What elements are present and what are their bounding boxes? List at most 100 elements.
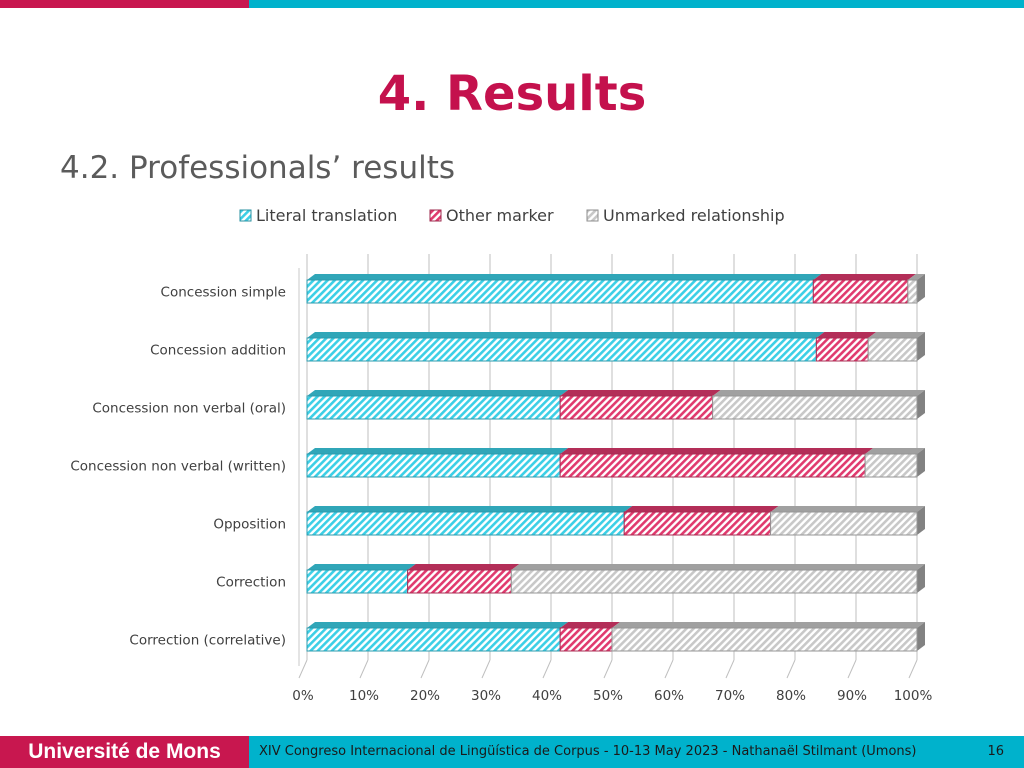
legend-swatch <box>586 209 599 222</box>
bar-segment <box>815 332 877 362</box>
bar-front-face <box>306 279 814 304</box>
bar-front-face <box>510 569 918 594</box>
bar-front-face <box>306 627 561 652</box>
bar-segment <box>864 448 925 478</box>
gridline-floor <box>603 659 613 679</box>
gridline-floor <box>359 659 369 679</box>
category-label: Concession non verbal (oral) <box>92 401 286 417</box>
bar-front-face <box>407 569 512 594</box>
bar-side-face <box>917 390 925 419</box>
bar-side-face <box>917 448 925 477</box>
chart-category-labels: Concession simple Concession addition Conc… <box>70 285 286 649</box>
bar-front-face <box>712 395 918 420</box>
bar-side-face <box>917 564 925 593</box>
x-tick-label: 60% <box>654 688 684 704</box>
x-tick-label: 0% <box>292 688 314 704</box>
gridline-floor <box>725 659 735 679</box>
legend-label: Other marker <box>446 206 554 225</box>
bar-top-face <box>770 506 925 512</box>
chart-legend: Literal translation Other marker Unmarked … <box>239 206 785 225</box>
bar-segment <box>306 274 822 304</box>
legend-item: Unmarked relationship <box>586 206 785 225</box>
stacked-bar-chart: Literal translation Other marker Unmarked … <box>70 206 932 704</box>
bar-top-face <box>560 622 620 628</box>
bar-top-face <box>307 448 569 454</box>
bar-top-face <box>612 622 925 628</box>
bar-segment <box>306 390 569 420</box>
x-tick-label: 80% <box>776 688 806 704</box>
bar-front-face <box>559 627 613 652</box>
category-label: Opposition <box>213 517 286 533</box>
gridline-floor <box>542 659 552 679</box>
gridline-floor <box>481 659 491 679</box>
bar-front-face <box>306 395 561 420</box>
bar-front-face <box>306 453 561 478</box>
bar-side-face <box>917 274 925 303</box>
gridline-floor <box>298 659 308 679</box>
bar-front-face <box>812 279 909 304</box>
category-label: Concession simple <box>161 285 286 301</box>
bar-front-face <box>559 453 866 478</box>
gridline-floor <box>908 659 918 679</box>
bar-top-face <box>865 448 925 454</box>
page-subtitle: 4.2. Professionals’ results <box>60 150 456 186</box>
category-label: Correction (correlative) <box>129 633 286 649</box>
x-tick-label: 70% <box>715 688 745 704</box>
bar-front-face <box>306 511 625 536</box>
x-tick-label: 10% <box>349 688 379 704</box>
x-tick-label: 90% <box>837 688 867 704</box>
category-label: Concession non verbal (written) <box>70 459 286 475</box>
legend-swatch <box>239 209 252 222</box>
bar-segment <box>306 448 569 478</box>
bar-front-face <box>306 569 409 594</box>
bar-front-face <box>770 511 918 536</box>
x-tick-label: 20% <box>410 688 440 704</box>
top-accent-bar-red <box>0 0 249 8</box>
bar-segment <box>306 332 825 362</box>
bar-top-face <box>511 564 925 570</box>
x-tick-label: 50% <box>593 688 623 704</box>
bar-segment <box>559 390 721 420</box>
bar-segment <box>306 564 416 594</box>
bar-side-face <box>917 332 925 361</box>
bar-front-face <box>559 395 714 420</box>
bar-segment <box>623 506 779 536</box>
university-logo-text: Université de Mons <box>0 736 249 768</box>
x-tick-label: 30% <box>471 688 501 704</box>
page-number: 16 <box>987 744 1004 759</box>
bar-top-face <box>407 564 520 570</box>
bar-front-face <box>907 279 918 304</box>
bar-top-face <box>307 622 569 628</box>
legend-label: Literal translation <box>256 206 397 225</box>
bar-segment <box>559 448 874 478</box>
bar-side-face <box>917 506 925 535</box>
chart-bars <box>306 274 925 652</box>
bar-segment <box>611 622 925 652</box>
footer-conference-text: XIV Congreso Internacional de Lingüístic… <box>259 744 917 759</box>
legend-item: Literal translation <box>239 206 397 225</box>
bar-segment <box>907 274 925 304</box>
bar-segment <box>712 390 925 420</box>
bar-top-face <box>307 274 822 280</box>
bar-top-face <box>712 390 925 396</box>
bar-front-face <box>623 511 772 536</box>
bar-top-face <box>868 332 925 338</box>
bar-segment <box>407 564 520 594</box>
page-title: 4. Results <box>377 66 647 122</box>
bar-top-face <box>560 390 721 396</box>
bar-top-face <box>307 332 825 338</box>
bar-top-face <box>307 390 569 396</box>
legend-item: Other marker <box>429 206 554 225</box>
bar-segment <box>306 622 569 652</box>
bar-segment <box>770 506 925 536</box>
gridline-floor <box>664 659 674 679</box>
category-label: Concession addition <box>150 343 286 359</box>
gridline-floor <box>420 659 430 679</box>
bar-segment <box>812 274 916 304</box>
bar-top-face <box>816 332 877 338</box>
legend-swatch <box>429 209 442 222</box>
bar-segment <box>306 506 633 536</box>
bar-top-face <box>307 564 416 570</box>
bar-top-face <box>907 274 925 280</box>
bar-front-face <box>611 627 918 652</box>
